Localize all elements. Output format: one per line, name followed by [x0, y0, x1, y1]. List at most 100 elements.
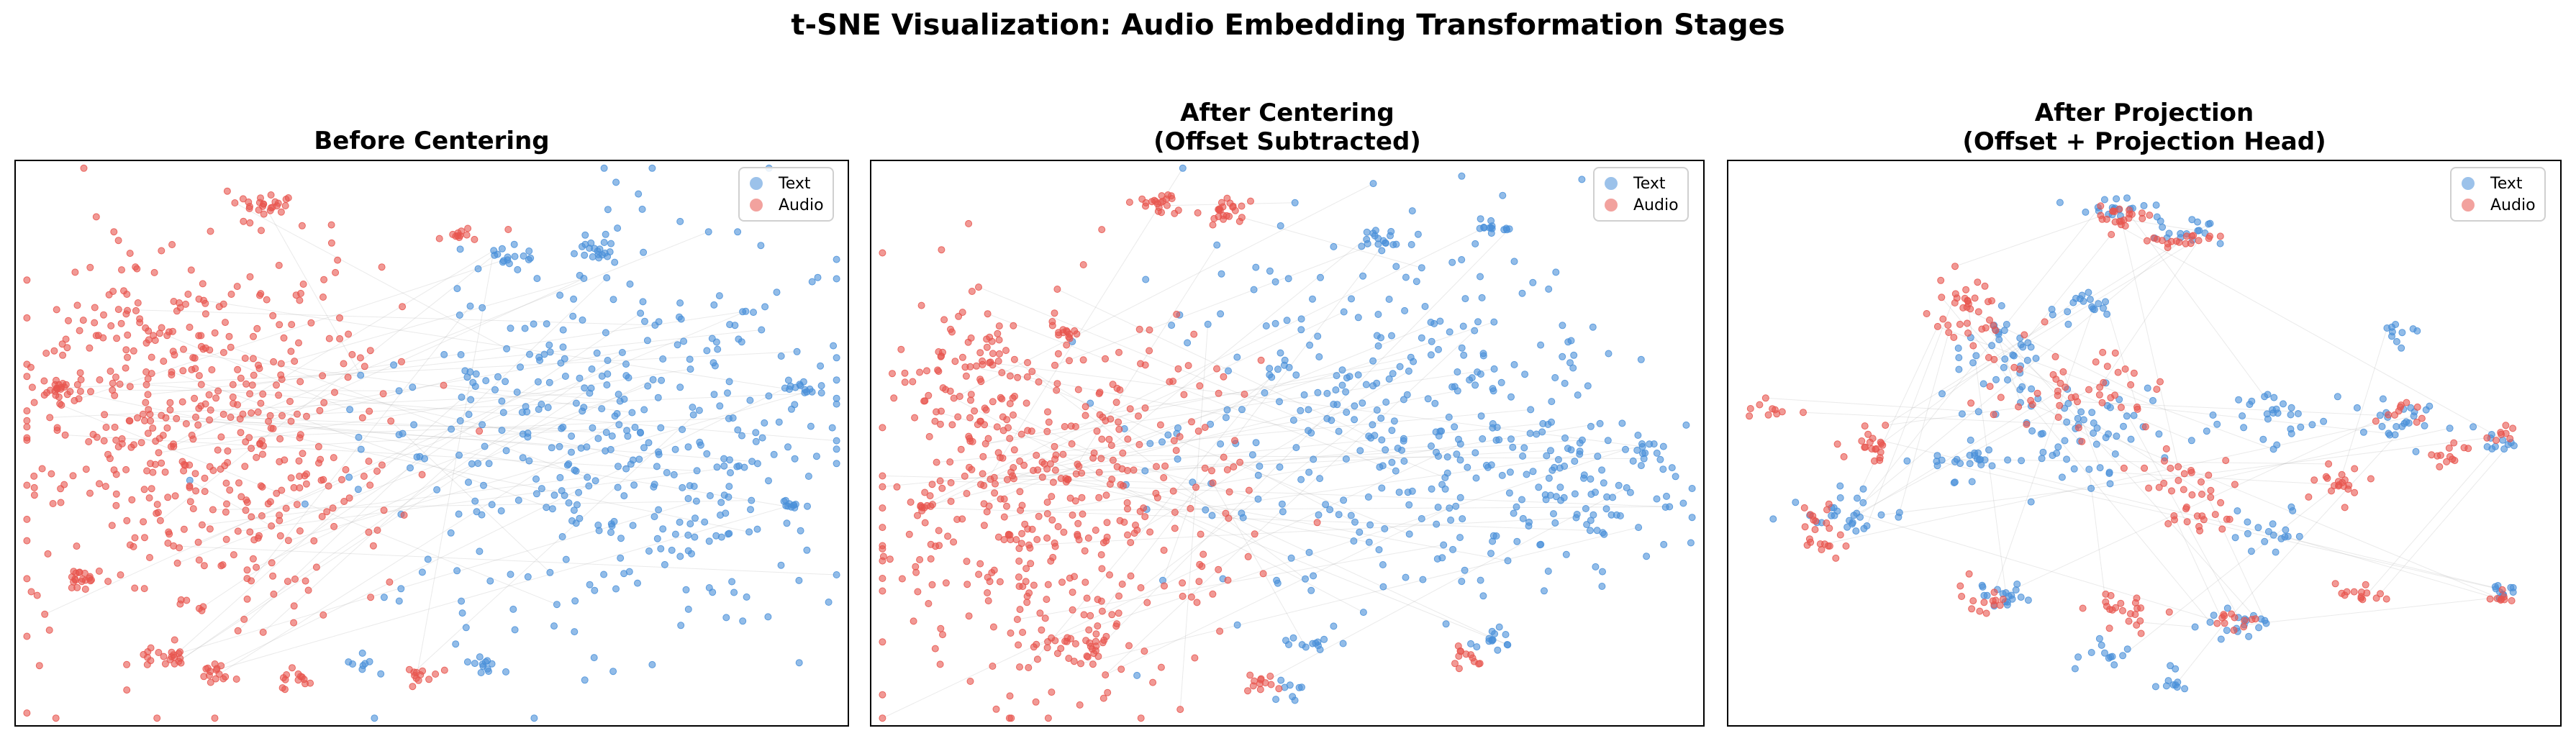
point-text [684, 605, 692, 613]
point-audio [1140, 504, 1148, 512]
point-audio [1063, 634, 1071, 642]
pair-link [252, 311, 746, 386]
point-text [1474, 368, 1482, 376]
point-audio [270, 358, 278, 365]
point-text [1637, 462, 1645, 470]
point-text [1281, 683, 1289, 691]
pair-link [237, 466, 738, 532]
point-audio [96, 376, 104, 383]
point-text [561, 491, 568, 499]
point-audio [2231, 481, 2239, 488]
point-audio [334, 256, 342, 264]
point-audio [319, 294, 327, 301]
point-audio [1025, 664, 1033, 671]
point-audio [158, 247, 165, 255]
legend-item-text: Text [1602, 173, 1679, 194]
point-text [676, 553, 684, 560]
point-text [2018, 457, 2026, 465]
series-audio [1746, 202, 2517, 637]
point-audio [23, 417, 31, 424]
point-text [1877, 511, 1885, 519]
series-audio [23, 164, 512, 722]
point-audio [1246, 671, 1254, 679]
point-text [1184, 339, 1192, 347]
point-text [1233, 353, 1241, 361]
point-text [1141, 467, 1149, 475]
point-audio [2117, 599, 2125, 607]
point-audio [2335, 481, 2343, 488]
point-audio [284, 578, 291, 586]
point-audio [879, 545, 886, 553]
point-text [1477, 576, 1484, 584]
point-audio [113, 335, 121, 342]
point-audio [2126, 206, 2133, 214]
point-audio [2102, 598, 2110, 606]
point-audio [146, 410, 154, 418]
point-text [535, 406, 543, 413]
point-audio [921, 519, 929, 527]
point-audio [997, 394, 1004, 401]
point-text [2080, 297, 2087, 305]
point-audio [1118, 581, 1126, 588]
point-text [710, 301, 718, 309]
point-audio [171, 492, 179, 500]
point-text [1440, 541, 1448, 549]
point-audio [966, 678, 974, 685]
point-audio [57, 499, 65, 506]
point-text [535, 353, 543, 361]
point-text [1307, 586, 1315, 594]
point-audio [195, 332, 203, 340]
point-text [693, 467, 701, 475]
point-text [2231, 534, 2239, 542]
point-audio [101, 411, 109, 419]
point-audio [1098, 565, 1106, 573]
point-text [1208, 512, 1216, 519]
point-audio [1105, 435, 1113, 443]
point-text [686, 365, 694, 373]
point-audio [955, 312, 963, 320]
point-audio [2338, 470, 2346, 478]
point-text [791, 504, 799, 512]
point-text [2233, 507, 2241, 515]
point-text [1283, 317, 1291, 324]
point-text [1342, 455, 1350, 463]
point-audio [277, 360, 285, 368]
point-audio [60, 481, 68, 488]
point-audio [2218, 525, 2226, 533]
point-audio [1132, 522, 1139, 529]
point-audio [2160, 479, 2168, 487]
point-text [2295, 532, 2303, 540]
point-text [2281, 533, 2289, 541]
point-audio [30, 472, 38, 480]
point-text [2393, 337, 2400, 345]
point-audio [2195, 237, 2203, 245]
point-text [833, 571, 840, 578]
point-audio [994, 358, 1002, 365]
point-audio [41, 610, 49, 618]
point-text [1576, 439, 1584, 447]
point-text [2100, 196, 2108, 204]
point-audio [106, 455, 114, 463]
point-audio [1157, 663, 1165, 671]
point-audio [132, 306, 140, 314]
pair-link [235, 202, 507, 350]
panel-3-legend: Text Audio [2450, 167, 2546, 222]
point-text [1552, 268, 1560, 276]
point-audio [1081, 578, 1089, 586]
point-audio [2146, 212, 2154, 219]
point-audio [931, 417, 939, 425]
point-audio [175, 650, 183, 658]
point-text [634, 579, 641, 587]
point-audio [2112, 604, 2120, 612]
point-text [465, 411, 473, 419]
point-text [1548, 418, 1555, 426]
pair-link [1179, 324, 1209, 710]
point-text [2407, 404, 2415, 412]
point-text [584, 473, 591, 481]
point-audio [1238, 202, 1246, 210]
point-text [2056, 199, 2064, 206]
point-text [1392, 263, 1400, 271]
point-audio [909, 378, 917, 386]
point-audio [1088, 645, 1096, 653]
point-audio [160, 653, 168, 660]
